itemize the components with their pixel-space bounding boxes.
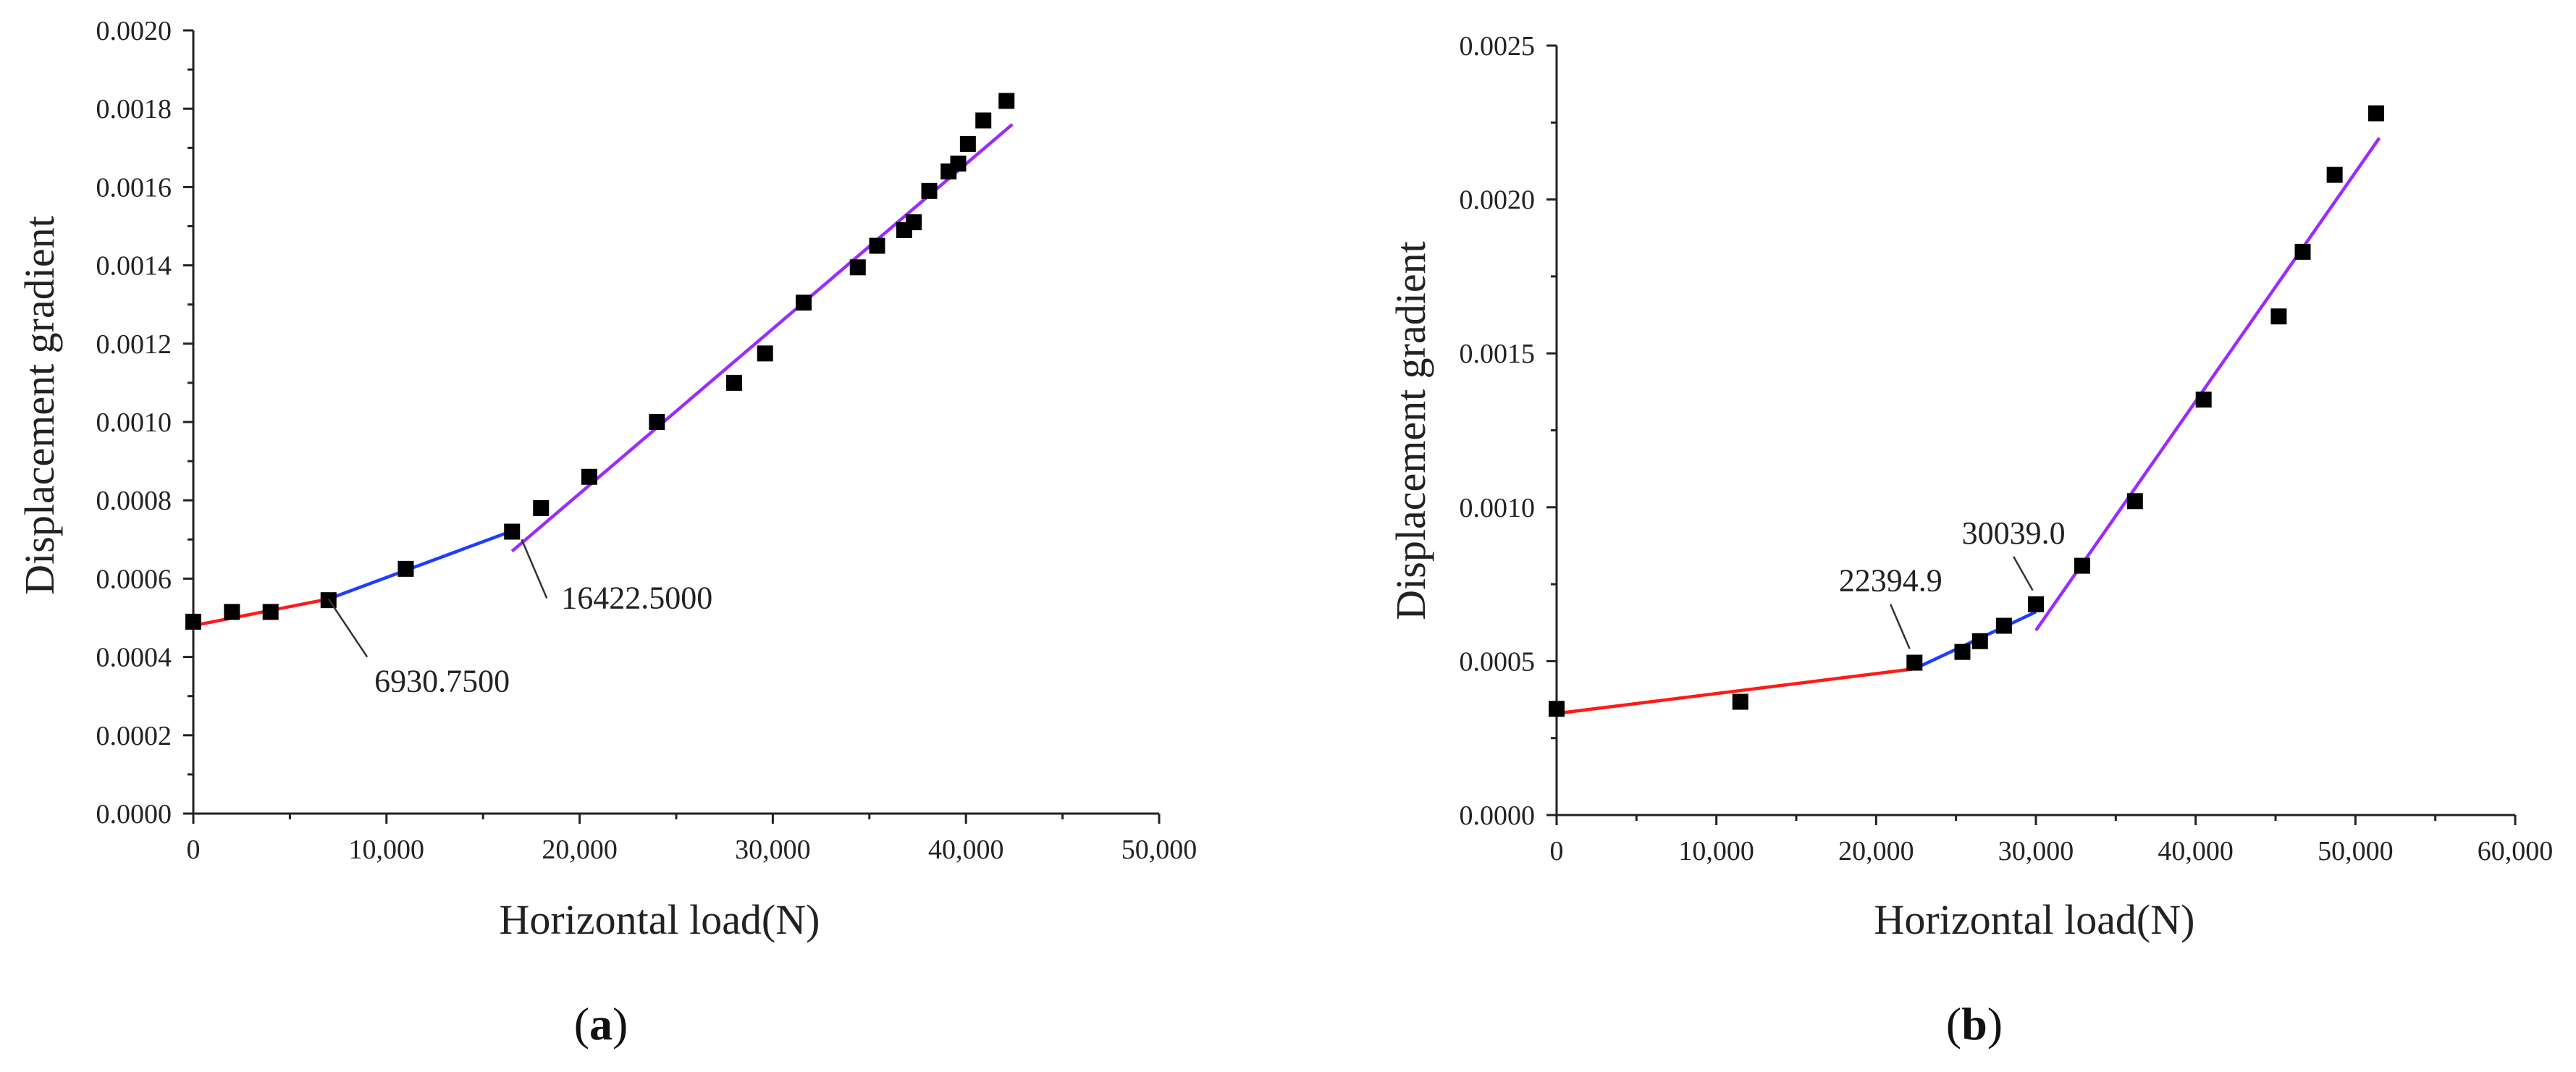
x-axis-title-b: Horizontal load(N) xyxy=(1874,896,2195,943)
data-point xyxy=(1549,701,1565,717)
data-point xyxy=(504,523,521,540)
data-point xyxy=(2195,391,2212,408)
data-point xyxy=(224,604,240,620)
annotation-label: 6930.7500 xyxy=(374,664,510,699)
y-tick-label: 0.0006 xyxy=(96,564,172,594)
fit-line xyxy=(1556,667,1915,715)
x-tick-label: 30,000 xyxy=(1998,836,2074,866)
annotation-label: 22394.9 xyxy=(1839,563,1942,599)
y-tick-label: 0.0016 xyxy=(96,172,172,203)
data-point xyxy=(959,135,976,152)
fit-line xyxy=(2034,137,2381,632)
x-tick-label: 40,000 xyxy=(928,835,1004,865)
y-tick-label: 0.0015 xyxy=(1460,339,1536,369)
y-tick-label: 0.0000 xyxy=(96,799,172,830)
data-point xyxy=(1954,643,1971,660)
plot-area-a: 0 10,000 20,000 30,000 40,000 50,000 0.0000 0.0… xyxy=(96,16,1197,865)
data-point xyxy=(649,414,665,430)
panel-label-b: (b) xyxy=(1946,998,2003,1050)
panel-label-a: (a) xyxy=(574,998,628,1050)
data-point xyxy=(2368,105,2385,122)
y-tick-label: 0.0012 xyxy=(96,329,172,360)
data-point xyxy=(906,214,922,231)
fit-line xyxy=(510,123,1014,553)
chart-panel-b: 0 10,000 20,000 30,000 40,000 50,000 60,000 0.0… xyxy=(1387,31,2553,1050)
y-tick-label: 0.0010 xyxy=(1460,493,1536,523)
data-point xyxy=(975,112,992,129)
data-point xyxy=(1971,633,1988,649)
annotation-leader xyxy=(327,598,369,658)
data-point xyxy=(1995,617,2012,634)
y-axis-title-b: Displacement gradient xyxy=(1387,241,1434,620)
annotation-label: 16422.5000 xyxy=(561,580,712,615)
data-point xyxy=(262,604,279,620)
annotation-label: 30039.0 xyxy=(1962,515,2066,551)
x-tick-label: 40,000 xyxy=(2158,836,2234,866)
y-tick-label: 0.0002 xyxy=(96,721,172,751)
data-point xyxy=(1906,654,1923,671)
fit-line xyxy=(327,530,511,601)
x-tick-label: 10,000 xyxy=(1678,836,1754,866)
data-point xyxy=(581,468,597,485)
annotation-leader xyxy=(2013,556,2034,591)
plot-area-b: 0 10,000 20,000 30,000 40,000 50,000 60,000 0.0… xyxy=(1460,31,2554,866)
x-tick-label: 0 xyxy=(1550,836,1564,866)
x-tick-label: 20,000 xyxy=(1838,836,1914,866)
data-point xyxy=(2028,596,2044,612)
x-tick-label: 50,000 xyxy=(1121,835,1197,865)
data-point xyxy=(921,182,938,199)
data-point xyxy=(185,613,201,630)
data-point xyxy=(757,345,773,362)
y-tick-label: 0.0020 xyxy=(1460,185,1536,216)
y-tick-label: 0.0020 xyxy=(96,16,172,46)
data-point xyxy=(950,155,967,172)
y-tick-label: 0.0018 xyxy=(96,94,172,124)
data-point xyxy=(397,560,414,577)
data-point xyxy=(849,259,866,276)
x-tick-label: 30,000 xyxy=(735,835,811,865)
fit-line xyxy=(193,597,329,628)
data-point xyxy=(2270,308,2287,325)
chart-panel-a: 0 10,000 20,000 30,000 40,000 50,000 0.0000 0.0… xyxy=(16,16,1197,1050)
y-tick-label: 0.0000 xyxy=(1460,801,1536,831)
y-tick-label: 0.0014 xyxy=(96,251,172,282)
y-tick-label: 0.0005 xyxy=(1460,646,1536,677)
x-axis-title-a: Horizontal load(N) xyxy=(500,896,820,943)
x-tick-label: 60,000 xyxy=(2478,836,2554,866)
x-tick-label: 0 xyxy=(187,835,201,865)
data-point xyxy=(796,294,812,311)
x-tick-label: 10,000 xyxy=(349,835,425,865)
annotation-leader xyxy=(1890,604,1911,649)
data-point xyxy=(533,500,550,517)
data-point xyxy=(726,374,743,391)
data-point xyxy=(1732,693,1748,710)
y-tick-label: 0.0008 xyxy=(96,486,172,516)
y-axis-title-a: Displacement gradient xyxy=(16,216,63,594)
data-point xyxy=(998,93,1015,109)
data-point xyxy=(2126,493,2143,510)
data-point xyxy=(2294,243,2311,260)
y-tick-label: 0.0010 xyxy=(96,408,172,438)
y-tick-label: 0.0025 xyxy=(1460,31,1536,62)
annotation-leader xyxy=(521,539,548,599)
y-tick-label: 0.0004 xyxy=(96,643,172,673)
data-point xyxy=(869,237,885,254)
x-tick-label: 50,000 xyxy=(2318,836,2394,866)
data-point xyxy=(2074,557,2090,574)
x-tick-label: 20,000 xyxy=(542,835,618,865)
data-point xyxy=(2326,166,2343,183)
